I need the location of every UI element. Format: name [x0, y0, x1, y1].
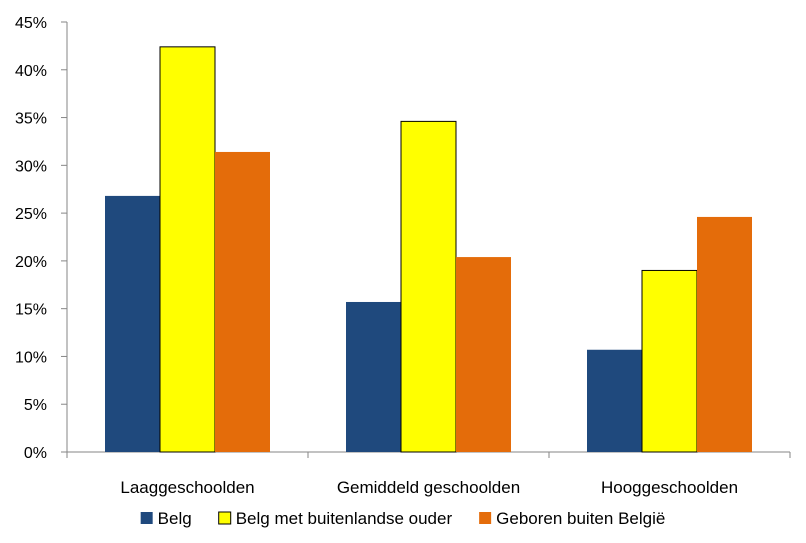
- y-tick-label: 5%: [24, 397, 47, 414]
- bar-1-2: [346, 301, 401, 452]
- y-tick-label: 45%: [15, 15, 47, 32]
- legend-item: Geboren buiten België: [479, 509, 665, 528]
- legend-item: Belg: [140, 509, 192, 528]
- bar-2-3: [641, 269, 698, 453]
- x-tick-label: Hooggeschoolden: [601, 478, 738, 497]
- y-tick-label: 40%: [15, 63, 47, 80]
- legend: Belg Belg met buitenlandse ouder Geboren b…: [140, 509, 665, 528]
- x-tick-label: Laaggeschoolden: [120, 478, 254, 497]
- bar-1-1: [105, 195, 160, 452]
- bars: [105, 46, 752, 453]
- y-tick-label: 10%: [15, 349, 47, 366]
- bar-2-1: [159, 46, 216, 453]
- tick-labels: 0% 5% 10% 15% 20% 25% 30% 35% 40% 45% Laaggeschool…: [15, 15, 738, 497]
- y-tick-label: 30%: [15, 158, 47, 175]
- legend-swatch: [479, 512, 492, 524]
- legend-swatch: [140, 512, 153, 524]
- legend-label: Belg: [158, 509, 192, 528]
- bar-3-2: [456, 257, 511, 452]
- bar-2-2: [400, 120, 457, 453]
- legend-label: Belg met buitenlandse ouder: [236, 509, 453, 528]
- bar-3-1: [215, 151, 270, 452]
- legend-item: Belg met buitenlandse ouder: [218, 509, 453, 528]
- y-tick-label: 25%: [15, 206, 47, 223]
- legend-swatch: [218, 511, 232, 525]
- x-tick-label: Gemiddeld geschoolden: [337, 478, 520, 497]
- y-tick-label: 35%: [15, 111, 47, 128]
- y-tick-label: 20%: [15, 254, 47, 271]
- y-tick-label: 15%: [15, 302, 47, 319]
- legend-label: Geboren buiten België: [496, 509, 665, 528]
- bar-1-3: [587, 349, 642, 452]
- y-tick-label: 0%: [24, 445, 47, 462]
- bar-3-3: [697, 216, 752, 452]
